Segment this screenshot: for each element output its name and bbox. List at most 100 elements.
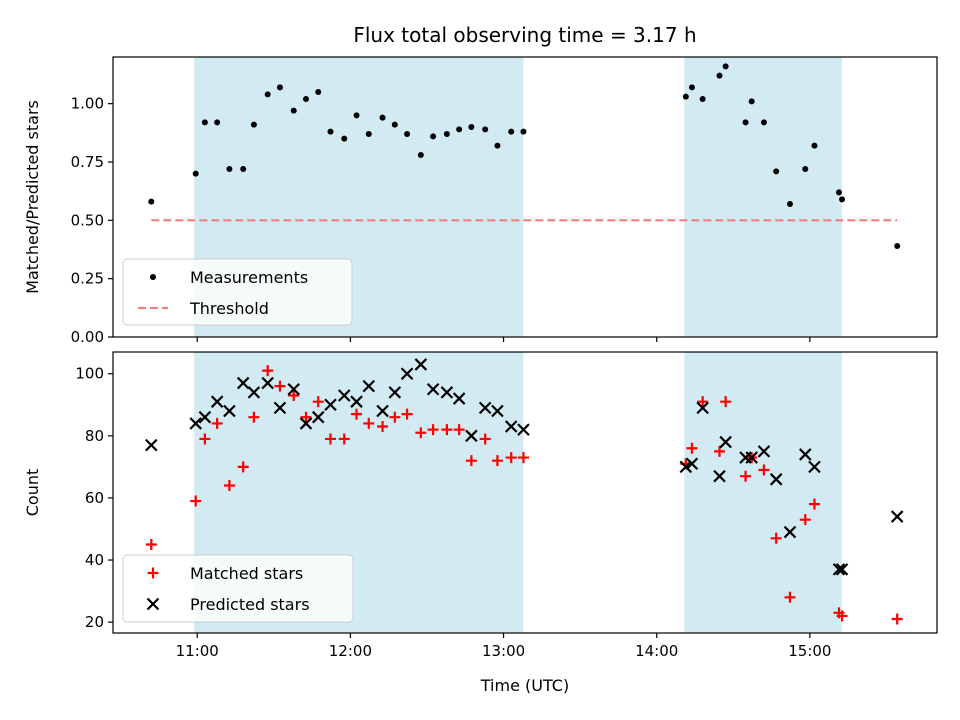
top-series-1-point [214, 119, 221, 126]
top-series-1-point [894, 243, 901, 249]
bottom-series-1-point [740, 470, 752, 482]
top-series-1-point [201, 119, 208, 126]
bottom-series-1-point [274, 380, 286, 392]
top-series-1-point [264, 91, 271, 98]
bottom-series-2 [145, 358, 904, 576]
bottom-series-1-point [237, 461, 249, 473]
top-y-tick-label: 1.00 [71, 95, 104, 113]
bottom-series-2-point [350, 395, 363, 408]
top-series-1-point [482, 126, 489, 133]
top-y-tick-label: 0.75 [71, 153, 104, 171]
bottom-series-1-point [808, 498, 820, 510]
top-series-1-point [839, 196, 846, 203]
top-y-axis-label: Matched/Predicted stars [23, 100, 42, 294]
bottom-series-2-point [337, 389, 351, 402]
bottom-series-1-point [312, 396, 324, 408]
top-axes-frame [112, 56, 938, 338]
bottom-series-2-point [504, 420, 518, 433]
top-series-1-point [365, 131, 372, 137]
top-series-1-point [276, 84, 283, 91]
top-series-1-point [148, 198, 155, 205]
bottom-series-1-point [441, 424, 453, 436]
top-series-1-point [353, 112, 360, 119]
top-series-1-point [290, 107, 297, 114]
bottom-series-2-point [145, 438, 158, 452]
top-series-1-point [688, 84, 695, 91]
top-series-1-point [742, 119, 749, 126]
bottom-series-1 [145, 365, 903, 625]
bottom-legend-marker-2 [146, 597, 160, 611]
top-series-1-point [404, 131, 411, 137]
bottom-series-1-point [190, 495, 202, 507]
bottom-y-tick-label: 60 [85, 489, 104, 507]
chart-title: Flux total observing time = 3.17 h [353, 23, 696, 47]
bottom-y-tick-label: 20 [85, 613, 104, 631]
bottom-series-1-point [465, 455, 477, 467]
top-series-1-point [802, 166, 809, 172]
bottom-series-2-point [679, 460, 693, 474]
bottom-series-2-point [465, 429, 478, 443]
top-series-1-point [192, 170, 199, 177]
bottom-series-2-point [757, 445, 771, 458]
bottom-series-2-point [400, 367, 414, 381]
top-series-1-point [468, 124, 475, 130]
top-legend-label-1: Measurements [190, 268, 308, 287]
bottom-y-axis-label: Count [23, 469, 42, 517]
bottom-series-1-point [324, 433, 336, 445]
bottom-series-1-point [517, 452, 529, 464]
bottom-series-1-point [211, 417, 223, 429]
x-tick-label: 12:00 [329, 642, 372, 660]
top-series-1-point [520, 128, 527, 135]
bottom-series-1-point [505, 452, 517, 464]
bottom-series-2-point [745, 451, 758, 464]
bottom-series-2-point [719, 435, 732, 449]
bottom-series-2-point [713, 469, 726, 483]
top-series-1-point [327, 128, 334, 135]
top-series-1-point [773, 168, 780, 175]
top-series-1-point [443, 131, 450, 137]
x-tick-label: 15:00 [788, 642, 831, 660]
top-y-tick-label: 0.25 [71, 270, 104, 288]
bottom-series-2-point [478, 401, 492, 415]
top-y-tick-label: 0.00 [71, 328, 104, 346]
bottom-series-1-point [697, 396, 709, 408]
top-series-1-point [417, 152, 424, 158]
top-legend-marker-1 [150, 274, 156, 280]
bottom-legend-label-1: Matched stars [190, 564, 303, 583]
x-axis-label: Time (UTC) [480, 676, 569, 695]
bottom-series-2-point [414, 358, 428, 371]
top-series-1-point [379, 114, 386, 121]
bottom-panel: 20 40 60 80 100 11:00 12:00 13:00 14:00 15:00 Coun… [23, 351, 938, 660]
top-series-1-point [786, 201, 793, 207]
bottom-y-tick-label: 100 [75, 365, 104, 383]
bottom-series-1-point [300, 411, 312, 423]
bottom-series-1-point [377, 421, 389, 433]
top-series-1-point [508, 128, 515, 135]
bottom-series-2-point [452, 392, 466, 405]
top-series-1-point [302, 96, 309, 102]
bottom-series-1-point [199, 433, 211, 445]
bottom-series-1-point [686, 442, 698, 454]
bottom-series-1-point [288, 389, 300, 401]
bottom-series-1-point [784, 591, 796, 603]
bottom-series-2-point [311, 410, 325, 424]
bottom-series-2-point [890, 510, 904, 523]
bottom-series-2-point [517, 423, 530, 436]
bottom-series-2-point [223, 404, 236, 418]
bottom-series-2-point [189, 417, 202, 430]
top-legend-label-2: Threshold [189, 299, 269, 318]
top-series-1-point [430, 133, 437, 140]
bottom-series-2-point [835, 563, 849, 576]
top-series-1 [148, 63, 901, 249]
top-legend-box [122, 258, 353, 326]
bottom-series-1-point [770, 532, 782, 544]
bottom-series-1-point [714, 445, 726, 457]
bottom-legend-marker-1 [147, 567, 159, 579]
bottom-series-1-point [453, 424, 465, 436]
bottom-series-2-point [324, 398, 337, 412]
bottom-series-1-point [223, 480, 235, 492]
bottom-series-2-point [808, 460, 821, 474]
bottom-series-2-point [236, 376, 250, 390]
bottom-y-tick-label: 80 [85, 427, 104, 445]
